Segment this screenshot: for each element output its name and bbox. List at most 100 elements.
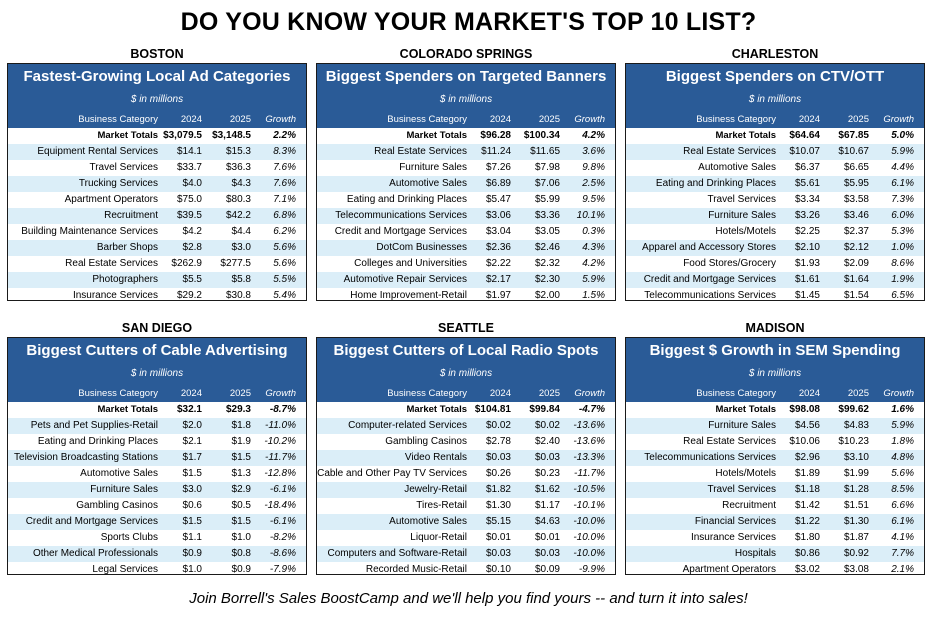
- cell-growth: 5.9%: [891, 420, 914, 431]
- cell-y1: $4.2: [182, 226, 202, 237]
- cell-y2: $3,148.5: [212, 130, 251, 141]
- city-label: MADISON: [745, 321, 805, 335]
- cell-growth: 5.5%: [273, 274, 296, 285]
- cell-y2: $5.8: [231, 274, 251, 285]
- top10-table: Biggest Cutters of Cable Advertising $ in…: [7, 337, 307, 575]
- cell-category: Building Maintenance Services: [21, 226, 158, 237]
- cell-y2: $1.5: [231, 516, 251, 527]
- page-title: DO YOU KNOW YOUR MARKET'S TOP 10 LIST?: [180, 8, 757, 36]
- cell-category: Pets and Pet Supplies-Retail: [30, 420, 158, 431]
- cell-growth: 4.3%: [582, 242, 605, 253]
- cell-y2: $3.36: [534, 210, 560, 221]
- cell-growth: 6.5%: [891, 290, 914, 301]
- cell-y1: $0.02: [485, 420, 511, 431]
- cell-category: Market Totals: [715, 404, 776, 415]
- cell-y2: $4.4: [231, 226, 251, 237]
- table-row: Travel Services $33.7 $36.3 7.6%: [8, 160, 306, 176]
- table-row: Barber Shops $2.8 $3.0 5.6%: [8, 240, 306, 256]
- top10-table: Biggest Spenders on Targeted Banners $ in…: [316, 63, 616, 301]
- cell-y2: $0.02: [534, 420, 560, 431]
- cell-growth: -6.1%: [269, 484, 296, 495]
- cell-y2: $1.62: [534, 484, 560, 495]
- cell-growth: -8.6%: [269, 548, 296, 559]
- units-note: $ in millions: [439, 368, 493, 379]
- cell-growth: 4.4%: [891, 162, 914, 173]
- table-row: Furniture Sales $7.26 $7.98 9.8%: [317, 160, 615, 176]
- cell-category: Real Estate Services: [65, 258, 158, 269]
- table-row: Furniture Sales $3.26 $3.46 6.0%: [626, 208, 924, 224]
- cell-y2: $4.83: [843, 420, 869, 431]
- city-label: CHARLESTON: [731, 47, 819, 61]
- table-title: Fastest-Growing Local Ad Categories: [23, 68, 291, 85]
- cell-y2: $5.95: [843, 178, 869, 189]
- cell-growth: 1.0%: [891, 242, 914, 253]
- cell-category: Colleges and Universities: [354, 258, 467, 269]
- cell-category: Real Estate Services: [683, 436, 776, 447]
- cell-growth: -10.0%: [573, 548, 605, 559]
- table-header: Biggest Cutters of Cable Advertising $ in…: [8, 338, 306, 402]
- cell-y1: $7.26: [485, 162, 511, 173]
- market-totals-row: Market Totals $3,079.5 $3,148.5 2.2%: [8, 128, 306, 144]
- table-row: Tires-Retail $1.30 $1.17 -10.1%: [317, 498, 615, 514]
- cell-growth: 2.2%: [273, 130, 296, 141]
- cell-category: Sports Clubs: [100, 532, 158, 543]
- table-row: Food Stores/Grocery $1.93 $2.09 8.6%: [626, 256, 924, 272]
- table-header: Biggest Spenders on CTV/OTT $ in millions…: [626, 64, 924, 128]
- cell-category: Furniture Sales: [399, 162, 467, 173]
- cell-growth: 1.8%: [891, 436, 914, 447]
- table-body: Market Totals $96.28 $100.34 4.2% Real Estat…: [317, 128, 615, 304]
- cell-category: Eating and Drinking Places: [346, 194, 467, 205]
- column-header-2024: 2024: [798, 388, 820, 399]
- cell-category: Travel Services: [89, 162, 158, 173]
- panel-colorado-springs: COLORADO SPRINGS Biggest Spenders on Targ…: [316, 46, 616, 301]
- column-header-2025: 2025: [538, 114, 560, 125]
- column-header-category: Business Category: [78, 388, 158, 399]
- cell-y1: $0.26: [485, 468, 511, 479]
- cell-growth: 7.6%: [273, 162, 296, 173]
- cell-y2: $0.92: [843, 548, 869, 559]
- cell-y2: $4.3: [231, 178, 251, 189]
- table-row: Financial Services $1.22 $1.30 6.1%: [626, 514, 924, 530]
- cell-y1: $262.9: [171, 258, 202, 269]
- table-row: Telecommunications Services $1.45 $1.54 6.5…: [626, 288, 924, 304]
- cell-y1: $1.80: [794, 532, 820, 543]
- cell-y2: $2.37: [843, 226, 869, 237]
- cell-growth: 5.9%: [891, 146, 914, 157]
- cell-y2: $29.3: [225, 404, 251, 415]
- column-header-growth: Growth: [883, 114, 914, 125]
- cell-y2: $1.54: [843, 290, 869, 301]
- table-row: Liquor-Retail $0.01 $0.01 -10.0%: [317, 530, 615, 546]
- cell-category: Furniture Sales: [708, 210, 776, 221]
- cell-y1: $5.15: [485, 516, 511, 527]
- cell-growth: 8.5%: [891, 484, 914, 495]
- table-row: Gambling Casinos $0.6 $0.5 -18.4%: [8, 498, 306, 514]
- cell-category: Television Broadcasting Stations: [14, 452, 158, 463]
- cell-growth: -10.1%: [573, 500, 605, 511]
- cell-y2: $0.01: [534, 532, 560, 543]
- cell-category: Gambling Casinos: [76, 500, 158, 511]
- cell-y1: $1.97: [485, 290, 511, 301]
- table-row: Eating and Drinking Places $5.47 $5.99 9.5%: [317, 192, 615, 208]
- table-row: Television Broadcasting Stations $1.7 $1.5…: [8, 450, 306, 466]
- cell-category: Home Improvement-Retail: [350, 290, 467, 301]
- cell-y2: $5.99: [534, 194, 560, 205]
- table-row: Computer-related Services $0.02 $0.02 -13.6…: [317, 418, 615, 434]
- cell-y1: $11.24: [481, 146, 511, 157]
- cell-y1: $2.8: [182, 242, 202, 253]
- city-label: COLORADO SPRINGS: [399, 47, 533, 61]
- cell-growth: -10.5%: [573, 484, 605, 495]
- table-row: Photographers $5.5 $5.8 5.5%: [8, 272, 306, 288]
- cell-y1: $1.0: [182, 564, 202, 575]
- cell-y1: $0.01: [485, 532, 511, 543]
- cell-y1: $6.89: [485, 178, 511, 189]
- cell-y1: $1.82: [485, 484, 511, 495]
- cell-y2: $42.2: [225, 210, 251, 221]
- cell-category: Insurance Services: [72, 290, 158, 301]
- cell-growth: 4.2%: [582, 130, 605, 141]
- cell-growth: 1.5%: [582, 290, 605, 301]
- cell-y1: $2.36: [485, 242, 511, 253]
- cell-y1: $0.03: [485, 548, 511, 559]
- cell-category: Apartment Operators: [682, 564, 776, 575]
- units-note: $ in millions: [748, 94, 802, 105]
- cell-y2: $36.3: [225, 162, 251, 173]
